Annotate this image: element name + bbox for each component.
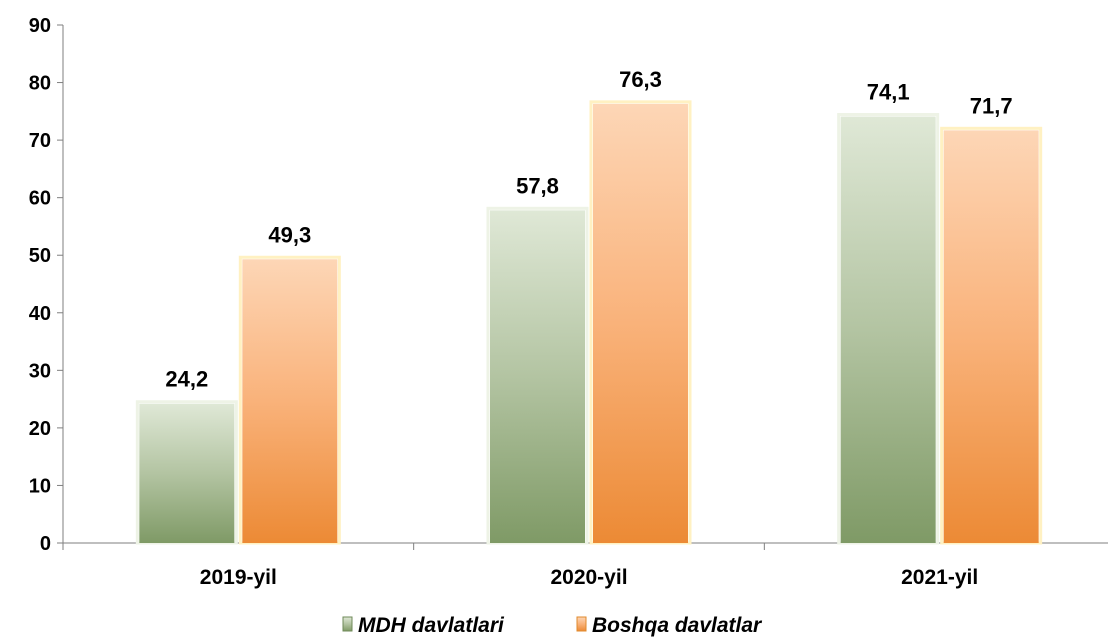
data-label: 76,3 — [619, 67, 662, 92]
y-tick-label: 20 — [29, 418, 51, 440]
data-label: 24,2 — [165, 367, 208, 392]
axes: 0 10 20 30 40 50 60 70 80 90 2019-yil 2020-yil 2021-… — [29, 15, 1108, 589]
y-tick-label: 40 — [29, 303, 51, 325]
data-label: 71,7 — [970, 93, 1013, 118]
legend-label: Boshqa davlatlar — [592, 614, 763, 637]
x-category-label: 2019-yil — [200, 566, 277, 589]
y-tick-label: 30 — [29, 360, 51, 382]
bar-boshqa-2019-yil — [242, 259, 338, 543]
bar-mdh-2019-yil — [139, 403, 235, 543]
y-tick-label: 90 — [29, 15, 51, 37]
bars — [135, 100, 1043, 545]
data-labels: 24,2 49,3 57,8 76,3 74,1 71,7 — [165, 67, 1012, 392]
y-tick-label: 10 — [29, 475, 51, 497]
bar-mdh-2020-yil — [490, 210, 585, 543]
legend-label: MDH davlatlari — [358, 614, 505, 637]
data-label: 57,8 — [516, 173, 559, 198]
bar-boshqa-2020-yil — [593, 103, 688, 544]
data-label: 49,3 — [268, 222, 311, 247]
bar-boshqa-2021-yil — [943, 130, 1039, 543]
bar-mdh-2021-yil — [840, 116, 936, 543]
y-tick-label: 50 — [29, 245, 51, 267]
y-tick-label: 70 — [29, 130, 51, 152]
y-tick-label: 0 — [40, 533, 51, 555]
y-tick-label: 60 — [29, 188, 51, 210]
legend-swatch — [576, 616, 587, 632]
data-label: 74,1 — [867, 80, 910, 105]
legend: MDH davlatlari Boshqa davlatlar — [342, 614, 763, 637]
y-tick-label: 80 — [29, 73, 51, 95]
x-category-label: 2021-yil — [901, 566, 978, 589]
legend-swatch — [342, 616, 353, 632]
x-category-label: 2020-yil — [550, 566, 627, 589]
